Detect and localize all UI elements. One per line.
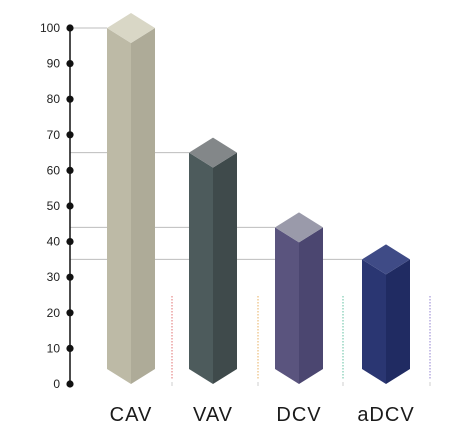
y-tick-dot	[66, 380, 74, 388]
y-tick-dot	[66, 344, 74, 352]
y-tick-dot	[66, 202, 74, 210]
bars	[107, 13, 410, 384]
bar-top-cap	[275, 212, 323, 243]
category-dividers	[171, 296, 431, 386]
y-tick-dot	[66, 131, 74, 139]
bar-right-face	[386, 259, 410, 384]
y-tick-dot	[66, 24, 74, 32]
y-tick-label: 100	[40, 21, 60, 35]
y-tick-label: 20	[47, 306, 61, 320]
y-tick-label: 10	[47, 341, 61, 355]
y-tick-label: 50	[47, 199, 61, 213]
y-tick-dot	[66, 309, 74, 317]
bar-right-face	[131, 28, 155, 384]
bar-left-face	[275, 227, 299, 384]
y-tick-label: 60	[47, 163, 61, 177]
y-tick-dot	[66, 60, 74, 68]
y-tick-label: 90	[47, 57, 61, 71]
bar-left-face	[189, 152, 213, 384]
x-category-label: aDCV	[357, 404, 414, 426]
bar-top-cap	[107, 13, 155, 43]
bar-top-cap	[362, 244, 410, 275]
category-labels: CAV VAV DCV aDCV	[110, 404, 414, 426]
bar-right-face	[299, 227, 323, 384]
bar-left-face	[362, 259, 386, 384]
bar-right-face	[213, 152, 237, 384]
bar-adcv	[362, 244, 410, 384]
y-tick-dot	[66, 238, 74, 246]
y-tick-dot	[66, 95, 74, 103]
y-tick-label: 30	[47, 270, 61, 284]
y-tick-dot	[66, 273, 74, 281]
bar-vav	[189, 137, 237, 384]
x-category-label: DCV	[276, 404, 321, 426]
y-tick-label: 70	[47, 128, 61, 142]
y-tick-label: 0	[53, 377, 60, 391]
bar-left-face	[107, 28, 131, 384]
y-axis: 0 10 20 30 40 50 60 70 80 90 100	[40, 21, 74, 391]
bar-top-cap	[189, 137, 237, 168]
y-tick-label: 40	[47, 235, 61, 249]
x-category-label: CAV	[110, 404, 153, 426]
y-tick-label: 80	[47, 92, 61, 106]
y-tick-dot	[66, 166, 74, 174]
x-category-label: VAV	[193, 404, 233, 426]
bar-cav	[107, 13, 155, 384]
bar-dcv	[275, 212, 323, 384]
